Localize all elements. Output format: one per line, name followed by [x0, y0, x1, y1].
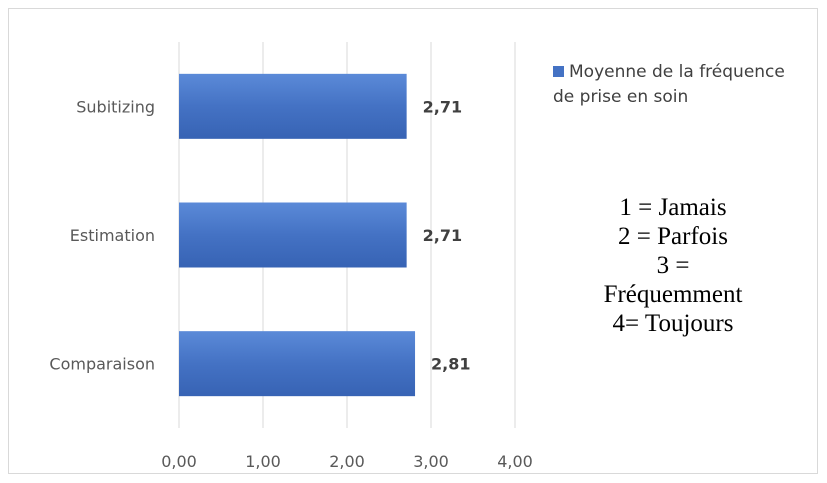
- scale-note: 1 = Jamais 2 = Parfois 3 = Fréquemment 4…: [548, 193, 798, 338]
- bar: [179, 331, 416, 397]
- scale-line-1: 1 = Jamais: [619, 194, 727, 221]
- bars: [179, 73, 416, 397]
- scale-line-2: 2 = Parfois: [618, 223, 728, 250]
- x-tick-label: 2,00: [329, 452, 365, 471]
- category-label: Subitizing: [76, 97, 155, 116]
- data-label: 2,71: [423, 226, 462, 245]
- scale-line-5: 4= Toujours: [612, 310, 734, 337]
- category-labels: Subitizing Estimation Comparaison: [49, 97, 155, 373]
- data-labels: 2,71 2,71 2,81: [423, 97, 471, 373]
- data-label: 2,81: [431, 355, 470, 374]
- x-tick-label: 4,00: [497, 452, 533, 471]
- bar: [179, 202, 407, 268]
- legend-swatch: [553, 66, 564, 77]
- legend-label: Moyenne de la fréquence de prise en soin: [553, 62, 785, 107]
- bar: [179, 73, 407, 139]
- data-label: 2,71: [423, 97, 462, 116]
- legend: Moyenne de la fréquence de prise en soin: [553, 60, 803, 110]
- scale-line-4: Fréquemment: [603, 281, 743, 308]
- category-label: Estimation: [70, 226, 155, 245]
- x-tick-label: 1,00: [245, 452, 281, 471]
- category-label: Comparaison: [49, 355, 155, 374]
- chart-frame: [8, 8, 818, 474]
- x-tick-labels: 0,00 1,00 2,00 3,00 4,00: [161, 452, 533, 471]
- x-tick-label: 0,00: [161, 452, 197, 471]
- scale-line-3: 3 =: [656, 252, 690, 279]
- x-tick-label: 3,00: [413, 452, 449, 471]
